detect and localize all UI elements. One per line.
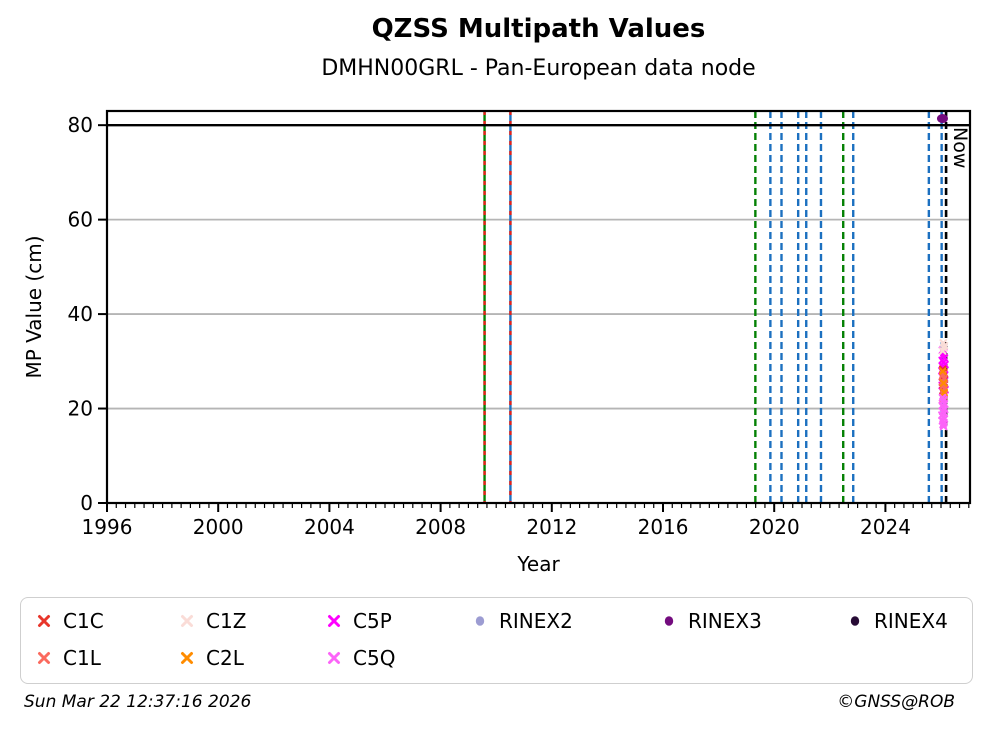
legend-circle-marker-icon bbox=[664, 616, 674, 626]
scatter-point-C5Q bbox=[939, 422, 948, 431]
plot-border bbox=[105, 109, 972, 505]
legend-item-rinex3: RINEX3 bbox=[661, 608, 762, 634]
chart-subtitle: DMHN00GRL - Pan-European data node bbox=[321, 56, 756, 81]
legend-x-marker-icon bbox=[328, 615, 340, 627]
x-tick-label: 2008 bbox=[415, 515, 466, 539]
x-marker-glyph bbox=[38, 652, 50, 664]
legend-item-rinex2: RINEX2 bbox=[472, 608, 573, 634]
x-tick-label: 2012 bbox=[526, 515, 577, 539]
y-tick-label: 20 bbox=[68, 397, 93, 421]
x-tick-label: 2004 bbox=[304, 515, 355, 539]
legend-item-label: C1L bbox=[63, 646, 101, 670]
legend-item-label: C5Q bbox=[353, 646, 396, 670]
legend-x-marker-icon bbox=[181, 615, 193, 627]
legend-item-c2l: C2L bbox=[179, 645, 244, 671]
x-tick-label: 2024 bbox=[860, 515, 911, 539]
circle-marker-glyph bbox=[475, 616, 485, 626]
x-tick-label: 1996 bbox=[82, 515, 133, 539]
x-marker-glyph bbox=[181, 615, 193, 627]
legend-x-marker-icon bbox=[328, 652, 340, 664]
y-tick-label: 60 bbox=[68, 208, 93, 232]
legend-item-label: C5P bbox=[353, 609, 392, 633]
legend-item-c1l: C1L bbox=[36, 645, 101, 671]
legend-item-c1c: C1C bbox=[36, 608, 104, 634]
scatter-point-C1Z bbox=[938, 347, 947, 355]
legend-item-label: RINEX3 bbox=[688, 609, 762, 633]
y-tick-label: 80 bbox=[68, 113, 93, 137]
legend-item-c5p: C5P bbox=[326, 608, 392, 634]
legend-circle-marker-icon bbox=[850, 616, 860, 626]
legend-item-label: RINEX2 bbox=[499, 609, 573, 633]
now-annotation: Now bbox=[949, 127, 971, 169]
legend: C1C C1L C1Z C2L C5P C5Q RINEX2 RINEX3 RINEX4 bbox=[20, 597, 973, 684]
legend-item-label: C1Z bbox=[206, 609, 247, 633]
y-axis-label: MP Value (cm) bbox=[22, 235, 46, 379]
circle-marker-glyph bbox=[850, 616, 860, 626]
legend-item-label: C2L bbox=[206, 646, 244, 670]
x-marker-glyph bbox=[328, 615, 340, 627]
scatter-point-RINEX3 bbox=[936, 114, 948, 124]
x-marker-glyph bbox=[181, 652, 193, 664]
legend-item-rinex4: RINEX4 bbox=[847, 608, 948, 634]
y-tick-label: 0 bbox=[80, 491, 93, 515]
legend-circle-marker-icon bbox=[475, 616, 485, 626]
x-marker-glyph bbox=[38, 615, 50, 627]
legend-item-c1z: C1Z bbox=[179, 608, 246, 634]
x-tick-label: 2016 bbox=[638, 515, 689, 539]
x-tick-label: 2000 bbox=[193, 515, 244, 539]
chart-title: QZSS Multipath Values bbox=[371, 14, 706, 44]
legend-x-marker-icon bbox=[38, 652, 50, 664]
copyright-text: ©GNSS@ROB bbox=[837, 692, 955, 712]
circle-marker-glyph bbox=[664, 616, 674, 626]
legend-item-label: C1C bbox=[63, 609, 104, 633]
legend-item-c5q: C5Q bbox=[326, 645, 395, 671]
y-tick-label: 40 bbox=[68, 302, 93, 326]
x-axis-label: Year bbox=[517, 552, 560, 576]
scatter-point-C2L bbox=[938, 367, 947, 376]
legend-x-marker-icon bbox=[181, 652, 193, 664]
x-tick-label: 2020 bbox=[749, 515, 800, 539]
legend-item-label: RINEX4 bbox=[874, 609, 948, 633]
plot-area: 1996 2000 2004 2008 2012 2016 2020 2024 0 20 40 60 8… bbox=[68, 109, 972, 539]
x-marker-glyph bbox=[328, 652, 340, 664]
plot-timestamp: Sun Mar 22 12:37:16 2026 bbox=[24, 692, 252, 712]
legend-x-marker-icon bbox=[38, 615, 50, 627]
scatter-point-C2L bbox=[939, 379, 948, 387]
